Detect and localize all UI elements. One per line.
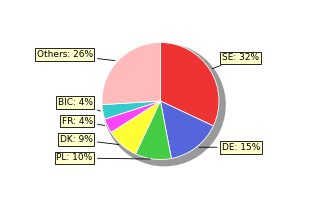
Wedge shape <box>111 101 160 154</box>
Wedge shape <box>160 101 213 158</box>
Text: FR: 4%: FR: 4% <box>62 117 105 126</box>
Circle shape <box>103 44 225 166</box>
Text: BIC: 4%: BIC: 4% <box>58 98 100 111</box>
Text: SE: 32%: SE: 32% <box>212 53 259 69</box>
Wedge shape <box>160 42 219 126</box>
Wedge shape <box>102 101 160 119</box>
Text: PL: 10%: PL: 10% <box>56 153 150 162</box>
Wedge shape <box>136 101 171 160</box>
Text: DE: 15%: DE: 15% <box>199 143 260 152</box>
Text: DK: 9%: DK: 9% <box>60 135 119 145</box>
Wedge shape <box>105 101 160 132</box>
Text: Others: 26%: Others: 26% <box>36 50 115 61</box>
Wedge shape <box>102 42 160 105</box>
